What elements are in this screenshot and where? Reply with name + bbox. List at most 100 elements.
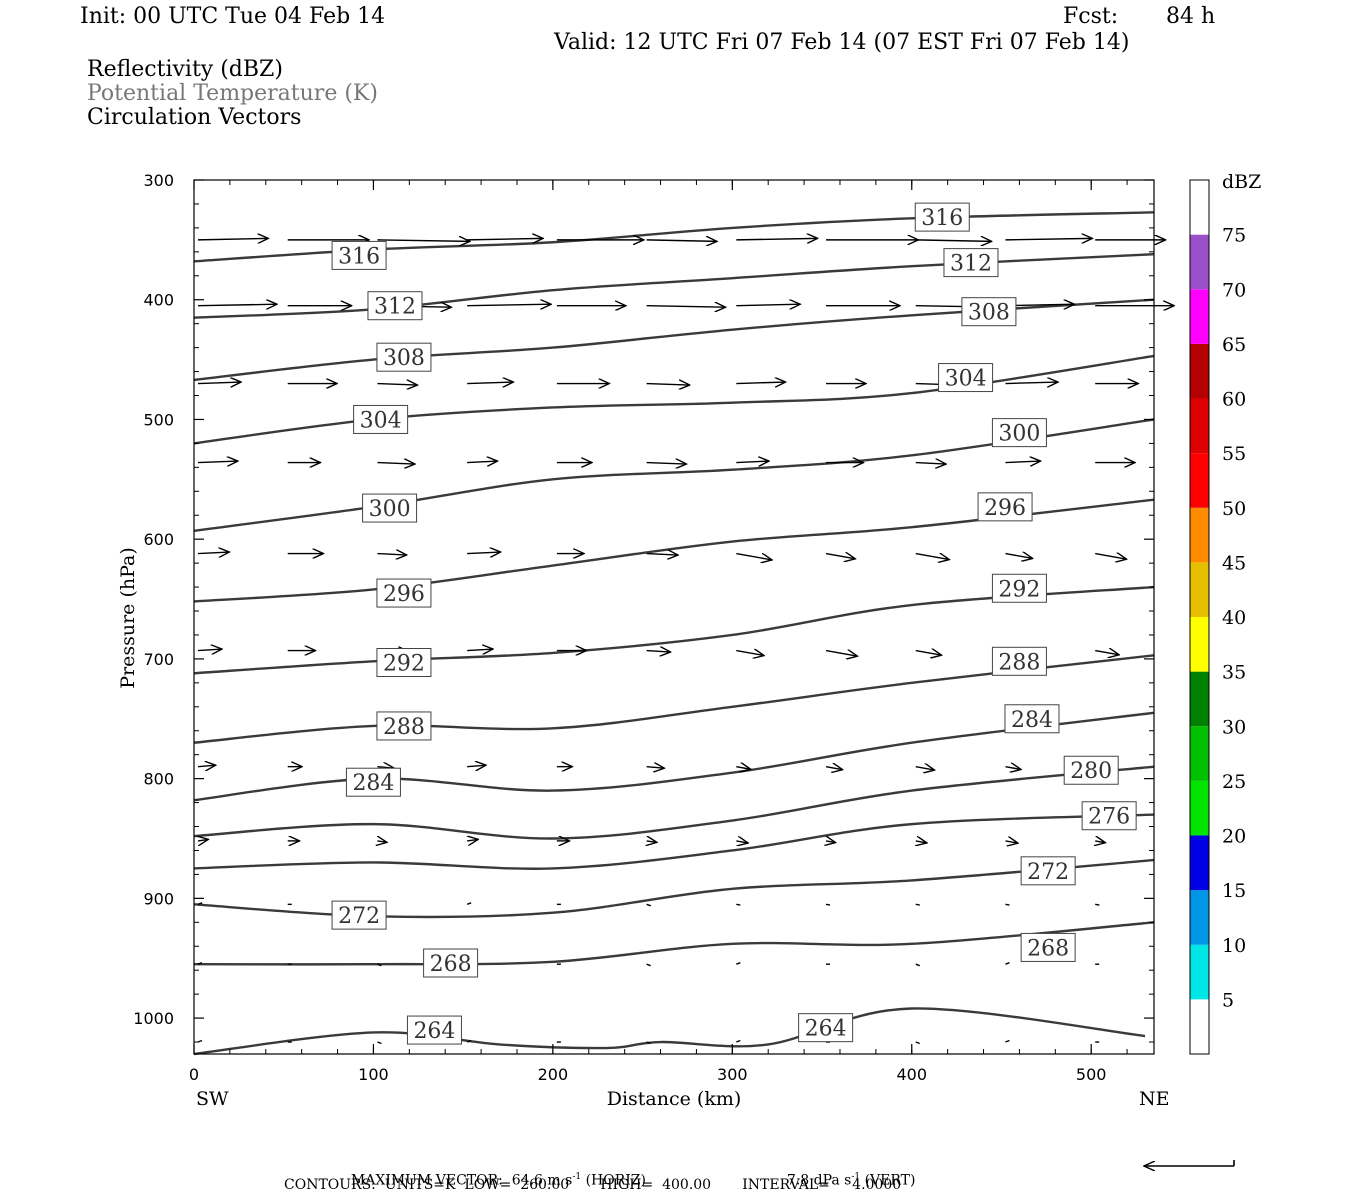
colorbar-swatch	[1190, 562, 1209, 617]
contour-label: 264	[413, 1019, 455, 1044]
circulation-vector	[736, 382, 785, 384]
circulation-vector	[1005, 554, 1032, 559]
contour-label-box	[991, 418, 1047, 448]
contour-label-layer: 316 316 312 312 308 308 304 304 300 300 296 296 292 2…	[331, 202, 1137, 1045]
circulation-vector	[916, 841, 927, 843]
circulation-vector	[197, 552, 229, 554]
colorbar-level-label: 25	[1222, 771, 1246, 793]
contour-label: 280	[1070, 759, 1112, 784]
circulation-vector	[825, 554, 855, 559]
contour-label: 288	[998, 650, 1040, 675]
contour-label-box	[1081, 801, 1137, 831]
circulation-vector	[1005, 304, 1074, 306]
circulation-vector	[467, 238, 543, 240]
circulation-vector	[736, 304, 800, 306]
circulation-vector	[377, 240, 469, 242]
max-vertical-line: 7.8 dPa s-1 (VERT)	[778, 1159, 916, 1189]
colorbar-swatch	[1190, 180, 1209, 235]
field-title-potential-temperature: Potential Temperature (K)	[87, 81, 378, 106]
circulation-vector	[377, 963, 382, 967]
colorbar-title: dBZ	[1222, 171, 1261, 193]
contour-label-box	[367, 291, 423, 321]
y-tick-label: 700	[143, 650, 174, 669]
colorbar-swatch	[1190, 289, 1209, 344]
circulation-vector	[825, 651, 858, 657]
circulation-vector	[646, 463, 687, 465]
circulation-vector	[915, 651, 942, 656]
contour-label-box	[406, 1015, 462, 1045]
contour-label-box	[1063, 755, 1119, 785]
max-vertical-vector: 7.8 dPa s	[786, 1172, 852, 1189]
max-vector-line: MAXIMUM VECTOR: 64.6 m s-1 (HORIZ)	[342, 1159, 646, 1188]
circulation-vector	[197, 461, 238, 463]
colorbar-level-label: 55	[1222, 443, 1246, 465]
max-vertical-tag: (VERT)	[864, 1172, 916, 1189]
colorbar-level-label: 5	[1222, 989, 1234, 1011]
circulation-vector	[197, 304, 277, 306]
circulation-vector	[466, 902, 472, 905]
circulation-vector	[197, 962, 203, 965]
circulation-vector	[646, 651, 671, 653]
colorbar-level-label: 40	[1222, 607, 1246, 629]
circulation-vector	[1005, 238, 1092, 240]
circulation-vector	[736, 841, 748, 843]
contour-label: 284	[352, 771, 394, 796]
contour-label-box	[331, 240, 387, 270]
circulation-vector	[646, 767, 665, 769]
circulation-vector	[198, 839, 208, 841]
colorbar-swatch	[1190, 890, 1209, 945]
contour-label: 272	[338, 904, 380, 929]
contour-label: 308	[968, 301, 1010, 326]
contour-label: 268	[430, 952, 472, 977]
colorbar-level-label: 70	[1222, 279, 1246, 301]
contour-label-box	[353, 404, 409, 434]
isentrope-268	[193, 921, 1155, 966]
contour-label: 292	[383, 651, 425, 676]
contour-label: 284	[1011, 708, 1053, 733]
circulation-vector	[467, 382, 513, 384]
x-tick-label: 500	[1076, 1065, 1107, 1084]
contour-label: 268	[1027, 936, 1069, 961]
colorbar-swatch	[1190, 726, 1209, 781]
contour-label: 316	[921, 206, 963, 231]
contour-label-box	[943, 248, 999, 278]
forecast-hour: 84 h	[1166, 4, 1216, 29]
colorbar-swatch	[1190, 671, 1209, 727]
colorbar-swatch	[1190, 835, 1209, 891]
isentrope-300	[193, 418, 1155, 532]
circulation-vector	[377, 841, 387, 843]
circulation-vector	[377, 384, 417, 386]
isentrope-280	[193, 765, 1155, 840]
circulation-vector	[377, 1041, 382, 1045]
plot-frame	[193, 179, 1155, 1055]
colorbar-level-label: 45	[1222, 552, 1246, 574]
contour-label-box	[798, 1013, 854, 1043]
contour-label: 300	[998, 422, 1040, 447]
colorbar-swatch	[1190, 944, 1209, 1000]
contour-label-box	[977, 492, 1033, 522]
contour-label: 304	[945, 367, 987, 392]
max-horizontal-unit-exponent: -1	[572, 1172, 582, 1182]
colorbar-swatch	[1190, 398, 1209, 454]
forecast-label: Fcst:	[1063, 4, 1119, 29]
contour-label: 304	[360, 408, 402, 433]
init-time: Init: 00 UTC Tue 04 Feb 14	[80, 4, 386, 29]
contour-label: 296	[984, 496, 1026, 521]
circulation-vector	[915, 240, 992, 242]
circulation-vector	[826, 841, 836, 843]
circulation-vector	[915, 554, 950, 560]
reference-vector-arrow	[1144, 1160, 1235, 1166]
y-axis-title: Pressure (hPa)	[117, 547, 139, 689]
contour-label-box	[1004, 704, 1060, 734]
circulation-vector	[467, 765, 486, 767]
contour-label-box	[991, 646, 1047, 676]
colorbar-level-label: 60	[1222, 389, 1246, 411]
circulation-vector	[915, 1041, 921, 1045]
colorbar-swatch	[1190, 999, 1209, 1054]
max-horizontal-vector: 64.6 m s	[511, 1172, 573, 1189]
circulation-vector	[197, 765, 216, 767]
contour-label-box	[362, 493, 418, 523]
contour-label-box	[376, 711, 432, 741]
colorbar-swatch	[1190, 507, 1209, 563]
